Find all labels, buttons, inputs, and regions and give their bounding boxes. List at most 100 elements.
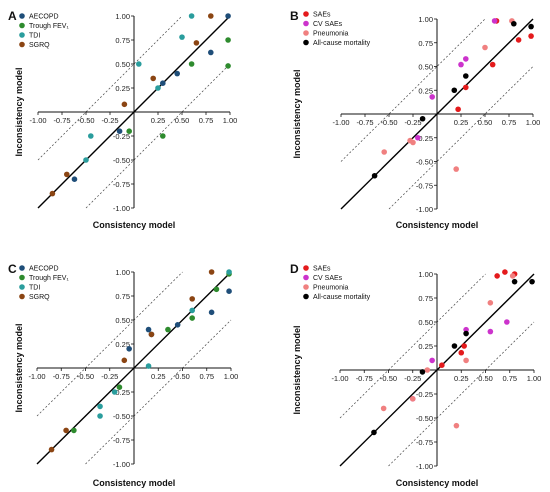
- x-tick-label: 0.25: [454, 118, 469, 127]
- y-axis-title: Inconsistency model: [292, 325, 302, 414]
- lower-band-line: [85, 319, 232, 465]
- legend-marker: [303, 11, 309, 17]
- data-point: [160, 133, 166, 139]
- y-tick-label: 0.75: [115, 292, 130, 301]
- data-point: [126, 346, 132, 352]
- panel-letter: C: [8, 262, 17, 276]
- y-tick-label: -1.00: [113, 204, 130, 213]
- legend-marker: [303, 274, 309, 281]
- upper-band-line: [37, 15, 183, 161]
- data-point: [189, 307, 195, 314]
- x-tick-label: -0.50: [77, 116, 94, 125]
- x-axis-title: Consistency model: [93, 478, 176, 488]
- data-point: [424, 367, 431, 373]
- data-point: [174, 70, 180, 77]
- data-point: [179, 34, 185, 40]
- legend-marker: [19, 265, 25, 271]
- panel-b: -1.00 -1.00 -0.75 -0.75 -0.50 -0.50 -0.25 -0.25…: [290, 9, 540, 230]
- legend-label: SGRQ: [29, 42, 50, 49]
- data-point: [208, 269, 215, 275]
- data-point: [494, 273, 500, 279]
- x-tick-label: 0.50: [478, 118, 493, 127]
- y-tick-label: 0.75: [418, 39, 433, 48]
- y-tick-label: -0.25: [416, 134, 433, 143]
- x-axis-title: Consistency model: [93, 220, 176, 230]
- legend-label: AECOPD: [29, 266, 59, 273]
- upper-band-line: [36, 271, 183, 417]
- y-tick-label: 0.75: [418, 294, 433, 303]
- y-tick-label: 1.00: [418, 270, 433, 279]
- data-point: [453, 422, 460, 429]
- data-point: [371, 429, 377, 436]
- data-point: [491, 18, 498, 24]
- data-point: [145, 326, 152, 333]
- data-point: [415, 134, 421, 141]
- legend-marker: [19, 22, 25, 29]
- legend-label: SAEs: [313, 12, 331, 19]
- y-tick-label: -0.25: [113, 388, 130, 397]
- x-tick-label: 0.25: [151, 372, 166, 381]
- data-point: [208, 49, 214, 56]
- legend-label: TDI: [29, 33, 40, 40]
- y-axis-title: Inconsistency model: [292, 69, 302, 158]
- x-axis-title: Consistency model: [396, 220, 479, 230]
- data-point: [83, 157, 89, 163]
- y-tick-label: -0.75: [113, 436, 130, 445]
- data-point: [504, 319, 510, 325]
- data-point: [165, 326, 171, 333]
- x-tick-label: 0.75: [502, 374, 517, 383]
- panel-d: -1.00 -1.00 -0.75 -0.75 -0.50 -0.50 -0.25 -0.25…: [290, 262, 541, 488]
- data-point: [515, 37, 522, 43]
- legend-label: CV SAEs: [313, 21, 343, 28]
- data-point: [71, 427, 77, 434]
- x-tick-label: -0.50: [380, 374, 397, 383]
- data-point: [174, 322, 181, 328]
- x-tick-label: 0.75: [502, 118, 517, 127]
- y-tick-label: -0.25: [113, 132, 130, 141]
- lower-band-line: [388, 66, 534, 210]
- data-point: [208, 309, 215, 316]
- data-point: [463, 73, 469, 79]
- upper-band-line: [340, 18, 486, 162]
- data-point: [528, 23, 534, 30]
- x-tick-label: -0.75: [53, 372, 70, 381]
- y-tick-label: 0.50: [115, 60, 130, 69]
- data-point: [189, 296, 195, 302]
- data-point: [225, 63, 231, 69]
- data-point: [150, 75, 156, 82]
- data-point: [126, 128, 132, 134]
- y-tick-label: 0.25: [418, 86, 433, 95]
- y-axis-title: Inconsistency model: [14, 323, 24, 412]
- legend-label: TDI: [29, 285, 40, 292]
- data-point: [463, 330, 469, 337]
- data-point: [429, 94, 436, 100]
- legend-label: Pneumonia: [313, 285, 349, 292]
- data-point: [429, 357, 435, 364]
- data-point: [213, 286, 220, 293]
- y-tick-label: -0.75: [416, 181, 433, 190]
- data-point: [511, 278, 518, 285]
- data-point: [148, 331, 155, 338]
- y-tick-label: -1.00: [416, 205, 433, 214]
- y-tick-label: 0.50: [115, 316, 130, 325]
- y-tick-label: 0.25: [115, 340, 130, 349]
- x-tick-label: -0.25: [404, 118, 421, 127]
- y-tick-label: 1.00: [115, 12, 130, 21]
- x-tick-label: 1.00: [224, 372, 239, 381]
- data-point: [458, 349, 465, 356]
- legend-label: Trough FEV₁: [29, 275, 69, 282]
- data-point: [225, 37, 231, 43]
- x-tick-label: 1.00: [526, 118, 541, 127]
- data-point: [208, 13, 214, 19]
- panel-c: -1.00 -1.00 -0.75 -0.75 -0.50 -0.50 -0.25 -0.25…: [8, 262, 238, 488]
- data-point: [487, 300, 494, 306]
- panel-letter: A: [8, 9, 17, 23]
- legend-marker: [303, 284, 309, 290]
- panel-a: -1.00 -1.00 -0.75 -0.75 -0.50 -0.50 -0.25 -0.25…: [8, 9, 237, 230]
- legend-label: SGRQ: [29, 294, 50, 301]
- legend-marker: [19, 293, 25, 300]
- x-tick-label: -0.75: [53, 116, 70, 125]
- legend-marker: [303, 30, 309, 36]
- data-point: [49, 190, 56, 197]
- x-tick-label: 0.75: [199, 116, 214, 125]
